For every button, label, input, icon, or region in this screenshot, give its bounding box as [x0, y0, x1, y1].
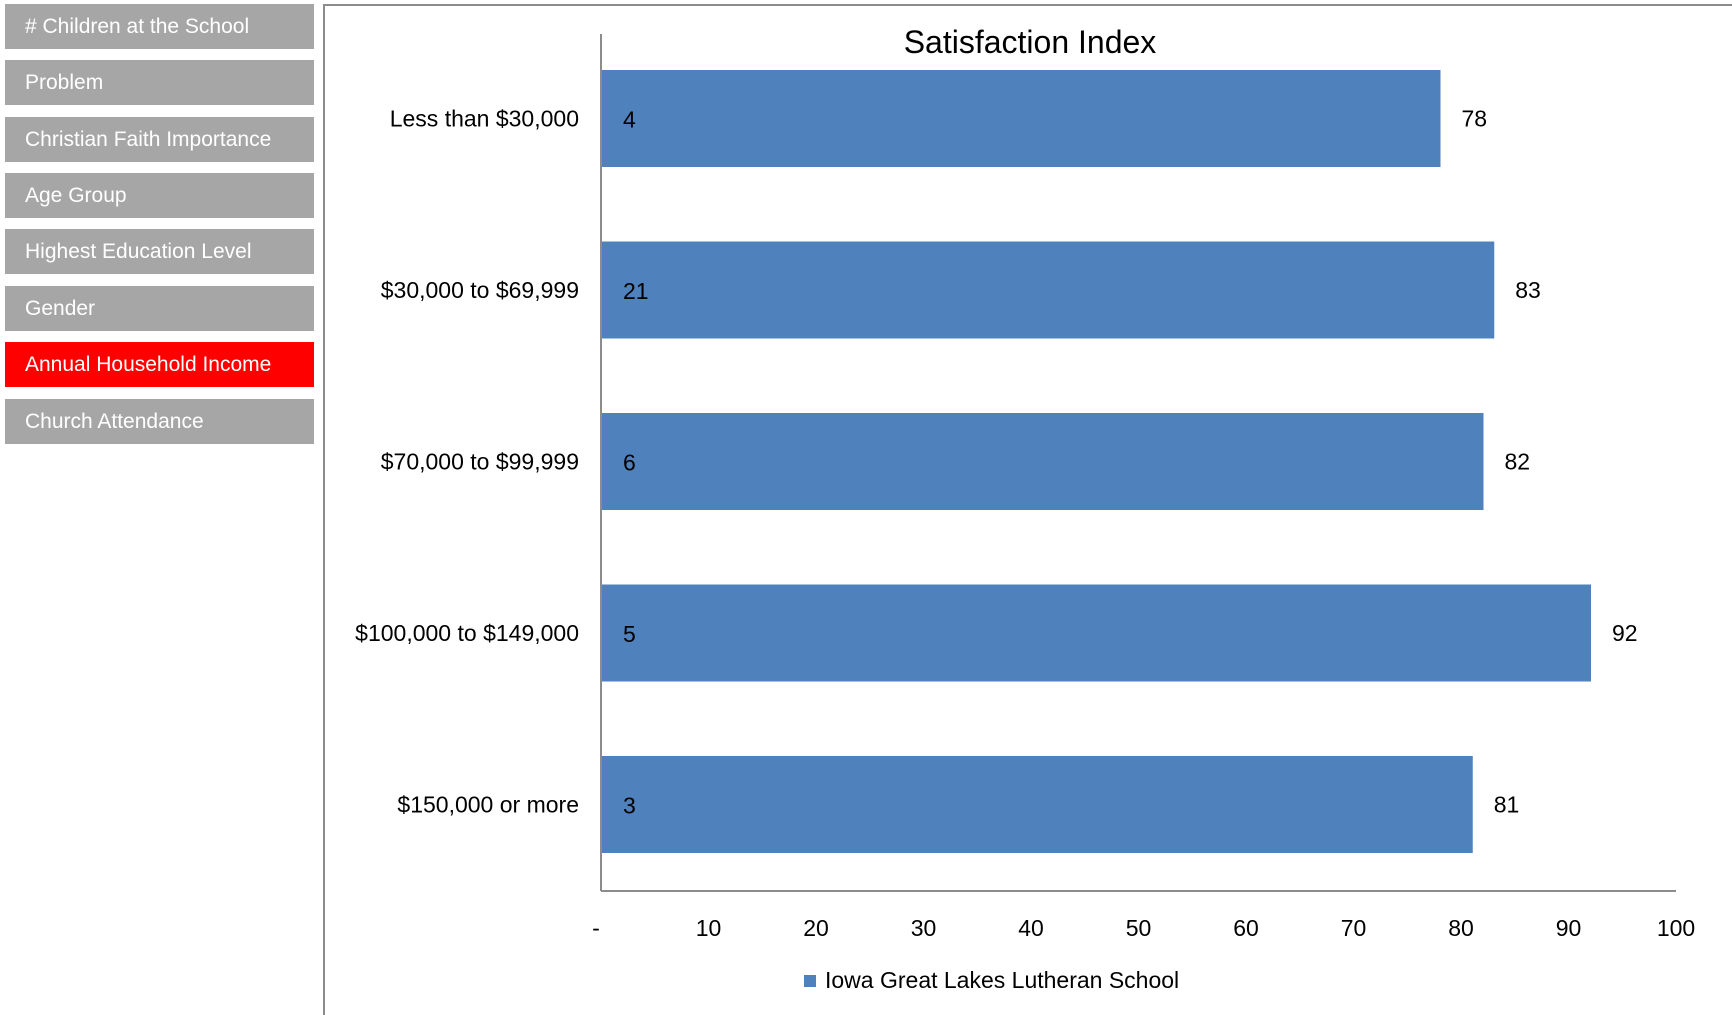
x-tick-label: -	[592, 915, 600, 941]
nav-button-christian-faith-importance[interactable]: Christian Faith Importance	[5, 117, 314, 162]
nav-button-children-at-the-school[interactable]: # Children at the School	[5, 4, 314, 49]
bar	[602, 584, 1591, 682]
x-tick-label: 100	[1657, 915, 1695, 941]
nav-button-annual-household-income[interactable]: Annual Household Income	[5, 342, 314, 387]
bar-value-label: 81	[1494, 792, 1520, 818]
x-tick-label: 30	[911, 915, 937, 941]
bar-count-label: 6	[623, 450, 636, 476]
chart-title: Satisfaction Index	[904, 24, 1157, 60]
nav-button-problem[interactable]: Problem	[5, 60, 314, 105]
bar-value-label: 82	[1505, 449, 1531, 475]
category-label: $70,000 to $99,999	[381, 449, 579, 475]
x-tick-label: 10	[696, 915, 722, 941]
nav-button-age-group[interactable]: Age Group	[5, 173, 314, 218]
category-label: $150,000 or more	[397, 792, 579, 818]
bar	[602, 413, 1484, 510]
chart-panel: Satisfaction Index Less than $30,000 4 78 $3…	[323, 4, 1732, 1015]
legend-swatch	[804, 975, 816, 987]
category-label: $100,000 to $149,000	[355, 620, 579, 646]
bar	[602, 241, 1495, 339]
bar	[602, 70, 1441, 167]
bar	[602, 756, 1473, 853]
x-tick-label: 40	[1018, 915, 1044, 941]
x-tick-label: 20	[803, 915, 829, 941]
nav-button-church-attendance[interactable]: Church Attendance	[5, 399, 314, 444]
category-label: Less than $30,000	[390, 106, 579, 132]
bar-value-label: 83	[1515, 277, 1541, 303]
x-tick-label: 70	[1341, 915, 1367, 941]
x-tick-label: 80	[1448, 915, 1474, 941]
x-tick-label: 60	[1233, 915, 1259, 941]
bar-count-label: 4	[623, 107, 636, 133]
satisfaction-chart: Satisfaction Index Less than $30,000 4 78 $3…	[355, 24, 1695, 993]
category-label: $30,000 to $69,999	[381, 277, 579, 303]
bar-value-label: 78	[1462, 106, 1488, 132]
bar-count-label: 21	[623, 278, 649, 304]
bar-value-label: 92	[1612, 620, 1638, 646]
legend-label: Iowa Great Lakes Lutheran School	[825, 967, 1179, 993]
bar-count-label: 3	[623, 793, 636, 819]
x-tick-label: 50	[1126, 915, 1152, 941]
nav-button-highest-education-level[interactable]: Highest Education Level	[5, 229, 314, 274]
x-tick-label: 90	[1556, 915, 1582, 941]
bar-count-label: 5	[623, 621, 636, 647]
nav-button-gender[interactable]: Gender	[5, 286, 314, 331]
